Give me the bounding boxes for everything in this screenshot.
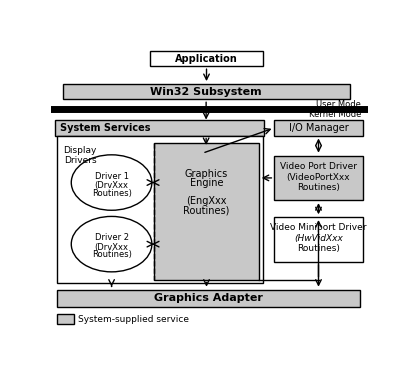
Text: Routines): Routines) — [92, 251, 132, 259]
Text: Graphics Adapter: Graphics Adapter — [154, 293, 263, 303]
Text: (EngXxx: (EngXxx — [186, 196, 227, 206]
Text: Driver 2: Driver 2 — [94, 233, 128, 243]
Bar — [57, 136, 263, 283]
Bar — [274, 217, 363, 262]
Text: Video Miniport Driver: Video Miniport Driver — [270, 224, 367, 232]
Text: System Services: System Services — [60, 123, 150, 133]
Bar — [274, 120, 363, 136]
Bar — [154, 143, 259, 280]
Bar — [55, 120, 264, 136]
Text: Video Port Driver: Video Port Driver — [280, 162, 357, 171]
Text: Application: Application — [175, 53, 238, 64]
Text: Win32 Subsystem: Win32 Subsystem — [151, 87, 262, 97]
Text: (HwVidXxx: (HwVidXxx — [294, 234, 343, 243]
Bar — [63, 84, 350, 99]
Text: Routines): Routines) — [92, 189, 132, 198]
Text: Driver 1: Driver 1 — [94, 172, 128, 181]
Text: Graphics: Graphics — [185, 169, 228, 179]
Text: I/O Manager: I/O Manager — [289, 123, 348, 133]
Text: Routines): Routines) — [183, 205, 230, 215]
Bar — [57, 290, 360, 307]
Text: Engine: Engine — [190, 178, 223, 188]
Text: Routines): Routines) — [297, 183, 340, 192]
Text: (VideoPortXxx: (VideoPortXxx — [287, 173, 351, 182]
Text: (DrvXxx: (DrvXxx — [94, 243, 128, 252]
Bar — [57, 314, 74, 324]
Ellipse shape — [71, 155, 152, 210]
Text: (DrvXxx: (DrvXxx — [94, 181, 128, 190]
Bar — [151, 51, 263, 66]
Text: Routines): Routines) — [297, 244, 340, 253]
Text: User Mode: User Mode — [316, 100, 361, 109]
Text: Display
Drivers: Display Drivers — [63, 146, 97, 165]
Text: Kernel Mode: Kernel Mode — [309, 110, 361, 119]
Text: System-supplied service: System-supplied service — [78, 315, 189, 324]
Ellipse shape — [71, 216, 152, 272]
Bar — [274, 156, 363, 200]
